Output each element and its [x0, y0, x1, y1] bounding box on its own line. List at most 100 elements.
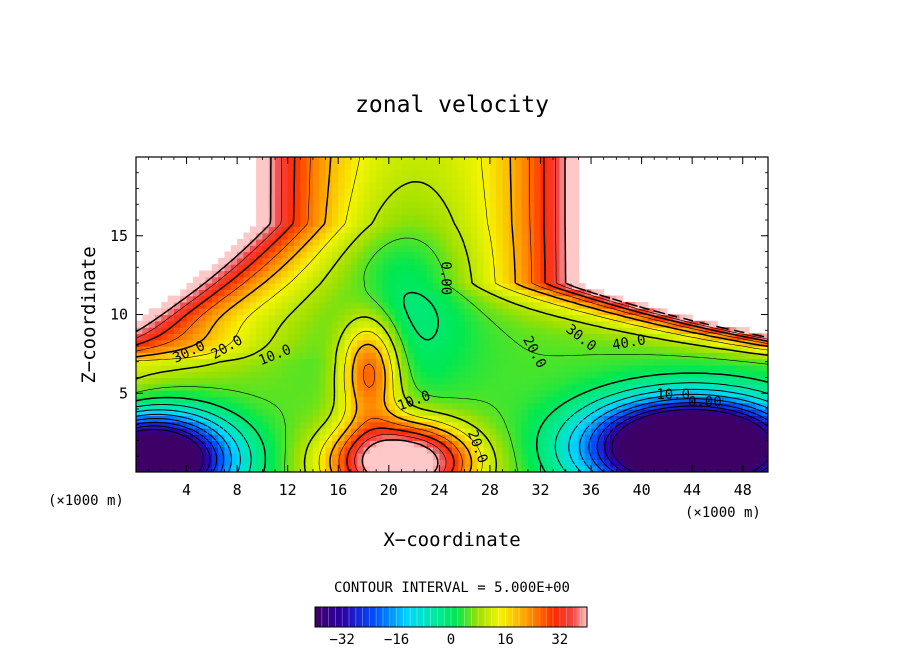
field-cell	[679, 352, 687, 360]
field-cell	[142, 314, 150, 322]
field-cell	[376, 289, 384, 297]
field-cell	[572, 358, 579, 366]
field-cell	[464, 194, 472, 202]
field-cell	[344, 226, 352, 234]
field-cell	[628, 402, 636, 410]
field-cell	[186, 427, 194, 435]
field-cell	[546, 251, 554, 259]
field-cell	[395, 207, 403, 215]
field-cell	[268, 358, 276, 366]
field-cell	[199, 465, 207, 472]
field-cell	[433, 402, 440, 410]
field-cell	[395, 169, 403, 177]
field-cell	[483, 421, 491, 429]
field-cell	[489, 289, 497, 297]
field-cell	[666, 453, 674, 460]
field-cell	[142, 421, 150, 429]
field-cell	[477, 421, 485, 429]
field-cell	[243, 251, 251, 259]
field-cell	[572, 188, 579, 196]
field-cell	[376, 327, 384, 334]
field-cell	[521, 333, 529, 341]
field-cell	[502, 201, 510, 208]
field-cell	[622, 427, 630, 435]
field-cell	[464, 320, 472, 328]
field-cell	[363, 301, 371, 309]
field-cell	[502, 371, 510, 379]
field-cell	[572, 182, 579, 190]
field-cell	[401, 264, 409, 271]
field-cell	[534, 358, 542, 366]
field-cell	[363, 434, 371, 442]
field-cell	[331, 251, 339, 259]
field-cell	[439, 207, 447, 215]
field-cell	[660, 421, 668, 429]
field-cell	[161, 409, 169, 416]
field-cell	[565, 346, 573, 353]
field-cell	[673, 434, 681, 442]
field-cell	[268, 409, 276, 416]
field-cell	[496, 421, 504, 429]
field-cell	[281, 358, 289, 366]
field-cell	[578, 446, 586, 454]
field-cell	[275, 289, 282, 297]
field-cell	[395, 251, 403, 259]
field-cell	[395, 383, 403, 391]
field-cell	[679, 446, 687, 454]
field-cell	[369, 346, 377, 353]
field-cell	[363, 194, 371, 202]
field-cell	[578, 283, 586, 290]
field-cell	[464, 207, 472, 215]
field-cell	[224, 396, 232, 404]
field-cell	[647, 346, 655, 353]
field-cell	[755, 352, 763, 360]
field-cell	[300, 421, 308, 429]
field-cell	[401, 270, 409, 278]
field-cell	[647, 453, 655, 460]
field-cell	[685, 453, 693, 460]
field-cell	[173, 320, 181, 328]
field-cell	[319, 226, 327, 234]
field-cell	[641, 308, 649, 316]
field-cell	[376, 434, 384, 442]
field-cell	[559, 220, 567, 227]
field-cell	[445, 333, 453, 341]
field-cell	[527, 352, 535, 360]
field-cell	[357, 409, 365, 416]
field-cell	[464, 182, 472, 190]
field-cell	[136, 421, 143, 429]
field-cell	[470, 220, 478, 227]
field-cell	[230, 308, 238, 316]
field-cell	[338, 346, 346, 353]
field-cell	[275, 175, 282, 183]
field-cell	[622, 364, 630, 372]
field-cell	[452, 232, 459, 240]
field-cell	[344, 157, 352, 164]
field-cell	[496, 157, 504, 164]
field-cell	[464, 453, 472, 460]
field-cell	[199, 308, 207, 316]
field-cell	[508, 163, 516, 171]
field-cell	[369, 201, 377, 208]
field-cell	[515, 371, 523, 379]
field-cell	[357, 453, 365, 460]
field-cell	[243, 289, 251, 297]
field-cell	[666, 327, 674, 334]
field-cell	[496, 402, 504, 410]
field-cell	[294, 194, 301, 202]
field-cell	[331, 390, 339, 397]
field-cell	[704, 358, 712, 366]
field-cell	[395, 453, 403, 460]
field-cell	[673, 427, 681, 435]
field-cell	[635, 358, 643, 366]
field-cell	[673, 446, 681, 454]
field-cell	[445, 427, 453, 435]
field-cell	[692, 421, 700, 429]
field-cell	[136, 465, 143, 472]
field-cell	[470, 364, 478, 372]
field-cell	[262, 238, 270, 246]
field-cell	[401, 157, 409, 164]
field-cell	[142, 364, 150, 372]
field-cell	[496, 320, 504, 328]
field-cell	[755, 383, 763, 391]
